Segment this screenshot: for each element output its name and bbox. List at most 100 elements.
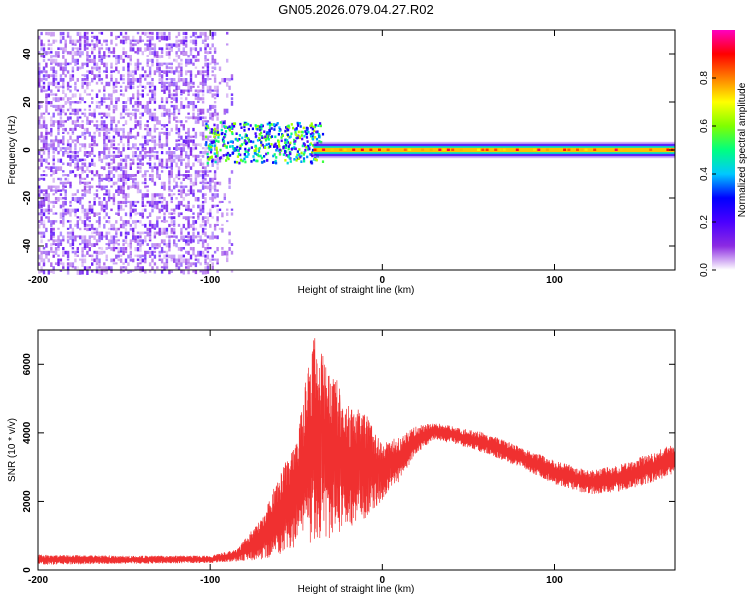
spectrogram-cell <box>122 127 125 133</box>
spectrogram-cell <box>272 161 275 164</box>
spectrogram-cell <box>187 135 190 139</box>
spectrogram-cell <box>163 181 166 186</box>
spectrogram-cell <box>168 235 171 239</box>
spectrogram-cell <box>144 135 147 139</box>
spectrogram-cell <box>100 208 104 212</box>
spectrogram-cell <box>277 149 280 152</box>
spectrogram-cell <box>91 235 94 238</box>
colorbar-tick-label: 0.2 <box>699 215 710 229</box>
spectrogram-cell <box>197 204 200 209</box>
spectrogram-cell <box>192 181 195 187</box>
spectrogram-cell <box>165 108 169 114</box>
spectrogram-cell <box>45 51 48 56</box>
spectrogram-cell <box>260 144 263 147</box>
spectrogram-cell <box>93 143 96 147</box>
spectrogram-cell <box>201 170 205 174</box>
spectrogram-cell <box>213 197 217 200</box>
spectrogram-cell <box>173 158 176 163</box>
spectrogram-cell <box>100 250 104 255</box>
spectrogram-cell <box>563 148 567 151</box>
spectrogram-cell <box>86 166 89 171</box>
spectrogram-cell <box>57 85 60 90</box>
spectrogram-cell <box>160 193 164 198</box>
spectrogram-cell <box>88 58 91 63</box>
spectrogram-cell <box>112 143 116 147</box>
spectrogram-cell <box>204 270 207 275</box>
spectrogram-cell <box>98 55 101 59</box>
spectrogram-cell <box>57 139 60 144</box>
spectrogram-cell <box>79 124 82 128</box>
spectrogram-cell <box>315 158 318 162</box>
spectrogram-cell <box>42 200 46 206</box>
spectrogram-cell <box>62 262 65 267</box>
spectrogram-cell <box>122 35 125 39</box>
spectrogram-cell <box>45 208 48 213</box>
spectrogram-cell <box>315 137 319 141</box>
spectrogram-cell <box>141 216 144 219</box>
spectrogram-cell <box>95 66 99 72</box>
spectrogram-cell <box>54 108 58 112</box>
spectrogram-cell <box>216 151 219 154</box>
spectrogram-cell <box>42 47 46 52</box>
spectrogram-cell <box>79 39 82 45</box>
spectrogram-cell <box>129 97 132 102</box>
spectrogram-cell <box>54 185 58 190</box>
spectrogram-cell <box>71 158 75 163</box>
spectrogram-cell <box>156 55 159 58</box>
spectrogram-cell <box>192 212 195 215</box>
spectrogram-cell <box>209 150 213 154</box>
spectrogram-cell <box>209 258 212 263</box>
spectrogram-cell <box>228 78 231 82</box>
spectrogram-cell <box>59 124 63 128</box>
spectrogram-cell <box>98 104 101 109</box>
spectrogram-cell <box>91 223 94 229</box>
spectrogram-cell <box>168 193 171 197</box>
spectrogram-cell <box>64 127 67 132</box>
spectrogram-cell <box>187 93 190 96</box>
spectrogram-cell <box>141 223 144 227</box>
spectrogram-cell <box>311 151 314 154</box>
spectrogram-cell <box>158 104 161 110</box>
spectrogram-cell <box>192 189 195 195</box>
spectrogram-cell <box>205 126 208 130</box>
spectrogram-cell <box>124 108 128 112</box>
spectrogram-cell <box>194 66 198 69</box>
spectrogram-cell <box>124 101 128 104</box>
spectrogram-cell <box>156 66 159 71</box>
spectrogram-cell <box>139 116 142 119</box>
spectrogram-cell <box>204 220 207 225</box>
spectrogram-cell <box>57 108 60 112</box>
spectrogram-cell <box>91 31 94 35</box>
spectrogram-cell <box>100 124 104 128</box>
spectrogram-cell <box>175 181 178 187</box>
spectrogram-cell <box>52 93 55 96</box>
spectrogram-cell <box>47 31 50 36</box>
spectrogram-cell <box>209 112 212 116</box>
spectrogram-cell <box>151 112 154 117</box>
spectrogram-cell <box>69 158 72 161</box>
spectrogram-cell <box>76 101 79 104</box>
spectrogram-cell <box>83 185 87 191</box>
spectrogram-cell <box>201 108 205 114</box>
spectrogram-cell <box>153 254 157 259</box>
spectrogram-cell <box>170 270 173 273</box>
snr-ytick-label: 2000 <box>22 490 33 513</box>
spectrogram-cell <box>62 147 65 150</box>
spectrogram-cell <box>151 81 154 87</box>
spectrogram-cell <box>199 270 202 273</box>
spectrogram-cell <box>182 177 185 181</box>
spectrogram-cell <box>182 223 185 229</box>
spectrogram-cell <box>119 166 123 172</box>
spectrogram-cell <box>286 139 289 142</box>
spectrogram-cell <box>93 116 96 119</box>
spectrogram-cell <box>168 154 171 160</box>
spectrogram-cell <box>204 200 207 204</box>
spectrogram-cell <box>134 239 137 243</box>
spectrogram-cell <box>115 97 118 102</box>
spectrogram-cell <box>110 208 113 212</box>
spectrogram-cell <box>310 134 313 138</box>
spectrogram-cell <box>69 85 72 88</box>
spectrogram-cell <box>115 227 118 233</box>
spectrogram-cell <box>129 270 132 273</box>
